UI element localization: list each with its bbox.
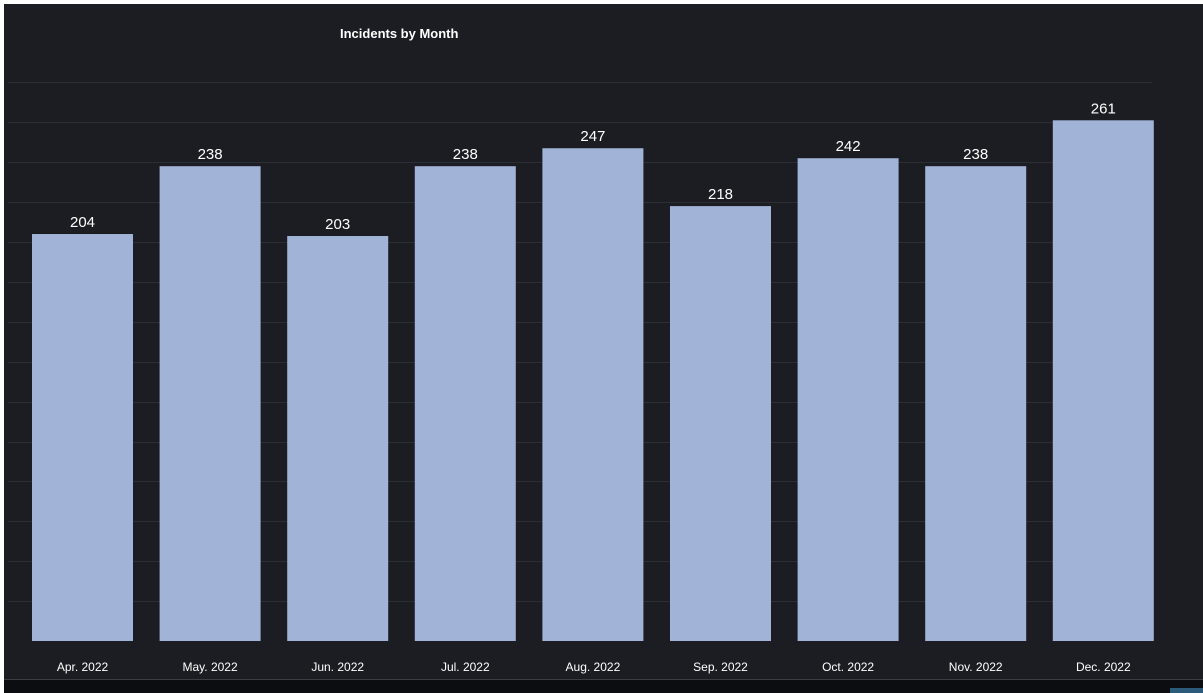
x-tick-label: Oct. 2022 <box>822 660 874 674</box>
data-label: 238 <box>453 146 478 163</box>
x-axis-ticks: Apr. 2022 May. 2022 Jun. 2022 Jul. 2022 Aug.… <box>57 660 1131 674</box>
x-tick-label: Jul. 2022 <box>441 660 490 674</box>
bar[interactable] <box>32 234 133 641</box>
data-label: 247 <box>580 128 605 145</box>
chart-title: Incidents by Month <box>340 26 459 41</box>
bar[interactable] <box>925 166 1027 641</box>
data-labels: 204 238 203 238 247 218 242 238 261 <box>70 100 1116 233</box>
x-tick-label: Sep. 2022 <box>693 660 748 674</box>
x-tick-label: May. 2022 <box>183 660 238 674</box>
bars <box>32 120 1154 642</box>
data-label: 218 <box>708 186 733 203</box>
data-label: 261 <box>1091 100 1116 117</box>
bar[interactable] <box>1052 120 1154 642</box>
bar[interactable] <box>542 148 644 642</box>
bar[interactable] <box>414 166 516 641</box>
data-label: 238 <box>198 146 223 163</box>
bar[interactable] <box>159 166 261 641</box>
x-tick-label: Dec. 2022 <box>1076 660 1131 674</box>
bar[interactable] <box>797 158 899 641</box>
x-tick-label: Apr. 2022 <box>57 660 109 674</box>
data-label: 238 <box>963 146 988 163</box>
data-label: 242 <box>836 138 861 155</box>
bar[interactable] <box>287 236 389 641</box>
x-tick-label: Aug. 2022 <box>566 660 621 674</box>
panel-footer-strip <box>4 680 1203 693</box>
x-tick-label: Jun. 2022 <box>311 660 364 674</box>
x-tick-label: Nov. 2022 <box>949 660 1003 674</box>
resize-handle[interactable] <box>1170 688 1203 693</box>
bar[interactable] <box>670 206 771 641</box>
data-label: 203 <box>325 216 350 233</box>
data-label: 204 <box>70 214 95 231</box>
